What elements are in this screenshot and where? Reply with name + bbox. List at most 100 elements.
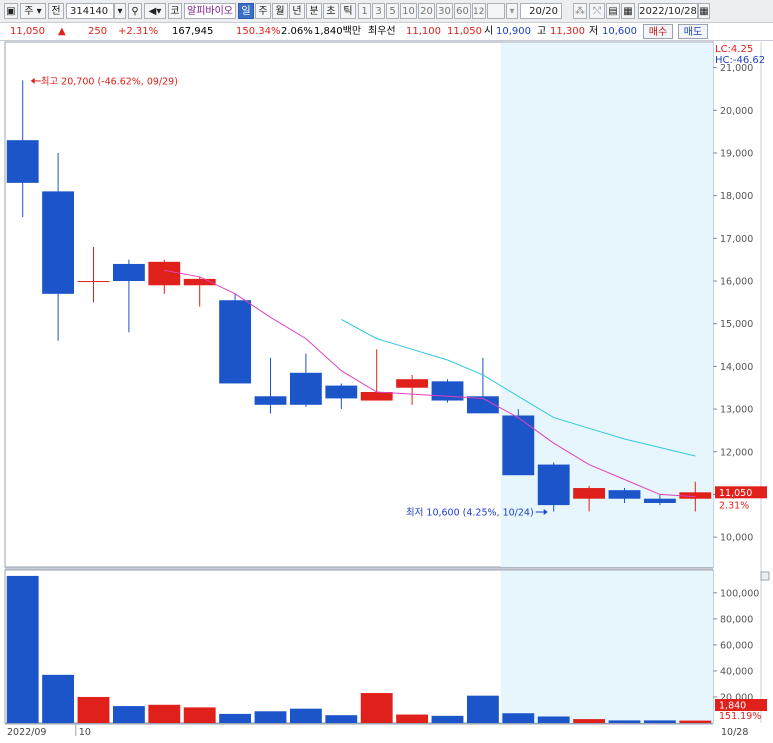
sell-button[interactable]: 매도	[678, 24, 708, 39]
date-input[interactable]: 2022/10/28	[638, 3, 698, 19]
stock-code-input[interactable]: 314140	[66, 3, 114, 19]
low-arrowhead-icon	[543, 509, 548, 516]
volume-bar	[502, 713, 535, 723]
candle-body	[42, 191, 75, 294]
hc-label: HC:-46.62	[715, 55, 765, 66]
volume-bar	[537, 716, 570, 723]
period-tick-button[interactable]: 틱	[340, 3, 356, 19]
interval-60-button[interactable]: 60	[454, 3, 471, 19]
trade-volume: 167,945	[172, 26, 214, 37]
candle-body	[112, 263, 145, 282]
period-week-button[interactable]: 주	[255, 3, 271, 19]
candle-body	[537, 464, 570, 506]
lc-label: LC:4.25	[715, 44, 753, 55]
volume-tick-label: 80,000	[720, 614, 753, 625]
calendar-icon[interactable]: ▦	[621, 3, 635, 19]
moving-averages	[164, 269, 696, 498]
market-select[interactable]: 주 ▾	[20, 3, 46, 19]
candlesticks	[6, 80, 712, 512]
price-up-arrow-icon: ▲	[58, 26, 66, 37]
link-icon[interactable]: ⁂	[573, 3, 587, 19]
volume-bar	[325, 715, 358, 723]
interval-120-button[interactable]: 120	[472, 3, 486, 19]
current-price: 11,050	[10, 26, 45, 37]
save-icon[interactable]: ▤	[606, 3, 620, 19]
best-bid: 11,050	[447, 26, 482, 37]
stock-name: 알피바이오	[184, 3, 236, 19]
volume-bar	[466, 695, 499, 723]
code-dropdown-icon[interactable]: ▾	[114, 3, 126, 19]
volume-bar	[360, 693, 393, 723]
interval-1-button[interactable]: 1	[358, 3, 371, 19]
high-label: 고	[537, 26, 547, 37]
current-price-tag: 11,050	[719, 488, 752, 499]
current-change-tag: 2.31%	[719, 500, 749, 511]
best-quote-label: 최우선	[368, 26, 396, 37]
volume-tick-label: 100,000	[720, 588, 759, 599]
volume-bar	[679, 720, 712, 723]
volume-tag: 1,840	[719, 701, 746, 712]
candle-body	[466, 396, 499, 414]
volume-bar	[254, 711, 287, 723]
price-tick-label: 10,000	[720, 533, 753, 544]
volume-bars	[6, 575, 712, 723]
volume-bar	[183, 707, 216, 723]
volume-bar	[396, 714, 429, 723]
market-select-label: 주	[24, 6, 34, 17]
open-price: 10,900	[496, 26, 531, 37]
speaker-icon[interactable]: ◀▾	[144, 3, 166, 19]
date-picker-icon[interactable]: ▦	[698, 3, 710, 19]
interval-3-button[interactable]: 3	[372, 3, 385, 19]
buy-button[interactable]: 매수	[643, 24, 673, 39]
candle-body	[643, 498, 676, 503]
price-change-rate: +2.31%	[118, 26, 159, 37]
interval-30-button[interactable]: 30	[436, 3, 453, 19]
interval-20-button[interactable]: 20	[418, 3, 435, 19]
volume-bar	[148, 704, 181, 723]
candle-body	[608, 490, 641, 499]
period-year-button[interactable]: 년	[289, 3, 305, 19]
volume-bar	[6, 575, 39, 723]
price-axis: 21,000 20,000 19,000 18,000 17,000 16,000 15,0…	[713, 63, 753, 544]
price-change: 250	[88, 26, 108, 37]
volume-bar	[112, 706, 145, 723]
highlight-region-price	[500, 43, 713, 567]
ma-short-line	[164, 269, 696, 498]
price-tick-label: 16,000	[720, 277, 753, 288]
volume-bar	[431, 715, 464, 723]
low-price: 10,600	[602, 26, 637, 37]
candle-body	[219, 300, 252, 384]
volume-ratio: 150.34%	[236, 26, 281, 37]
candle-body	[502, 415, 535, 476]
panel-close-icon	[760, 571, 770, 581]
turnover-rate: 2.06%	[281, 26, 313, 37]
price-tick-label: 14,000	[720, 362, 753, 373]
volume-tick-label: 40,000	[720, 666, 753, 677]
interval-custom-input[interactable]	[487, 3, 505, 19]
period-minute-button[interactable]: 분	[306, 3, 322, 19]
interval-5-button[interactable]: 5	[386, 3, 399, 19]
tools-icon[interactable]: ⤲	[589, 3, 605, 19]
page-counter[interactable]: 20/20	[520, 3, 562, 19]
price-tick-label: 20,000	[720, 106, 753, 117]
period-month-button[interactable]: 월	[272, 3, 288, 19]
code-prefix[interactable]: 전	[48, 3, 64, 19]
volume-bar	[289, 708, 322, 723]
period-second-button[interactable]: 초	[323, 3, 339, 19]
search-icon[interactable]: ⚲	[128, 3, 142, 19]
low-label: 저	[589, 26, 599, 37]
open-label: 시	[484, 26, 494, 37]
volume-bar	[42, 674, 75, 723]
candle-body	[679, 492, 712, 499]
chart-menu-icon[interactable]: ▣	[4, 3, 18, 19]
price-tick-label: 13,000	[720, 405, 753, 416]
period-day-button[interactable]: 일	[238, 3, 254, 19]
best-ask: 11,100	[406, 26, 441, 37]
x-label-month: 10	[79, 727, 91, 738]
candle-body	[289, 372, 322, 405]
x-label-start: 2022/09	[7, 727, 46, 738]
interval-10-button[interactable]: 10	[400, 3, 417, 19]
interval-dropdown-icon[interactable]: ▾	[506, 3, 518, 19]
price-tick-label: 12,000	[720, 447, 753, 458]
stock-chart[interactable]: 21,000 20,000 19,000 18,000 17,000 16,000 15,0…	[0, 40, 773, 743]
